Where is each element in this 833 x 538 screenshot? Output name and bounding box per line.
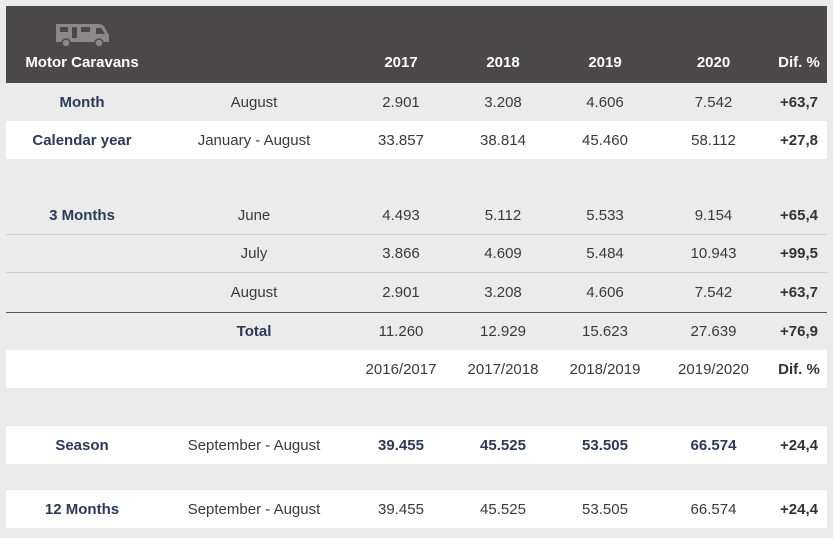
row-period: January - August xyxy=(197,131,311,149)
dif-header: Dif. % xyxy=(778,360,820,378)
table-header: Motor Caravans 2017 2018 2019 2020 Dif. … xyxy=(6,6,827,83)
table-row-june: 3 Months June 4.493 5.112 5.533 9.154 +6… xyxy=(6,197,827,235)
value-cell: 5.484 xyxy=(586,245,624,262)
season-header-row: 2016/2017 2017/2018 2018/2019 2019/2020 … xyxy=(6,350,827,388)
dif-cell: +27,8 xyxy=(780,131,818,149)
value-cell: 4.493 xyxy=(382,207,420,224)
value-cell: 39.455 xyxy=(378,436,424,454)
row-period: August xyxy=(230,93,278,111)
value-cell: 3.866 xyxy=(382,245,420,262)
total-label: Total xyxy=(236,323,272,340)
season-period-header: 2018/2019 xyxy=(569,360,641,378)
value-cell: 58.112 xyxy=(691,131,736,149)
row-label: Calendar year xyxy=(32,131,132,149)
dif-cell: +76,9 xyxy=(780,323,818,340)
dif-header: Dif. % xyxy=(778,54,820,71)
dif-cell: +99,5 xyxy=(780,245,818,262)
dif-cell: +24,4 xyxy=(780,436,818,454)
row-period: August xyxy=(230,284,278,301)
table-row-july: July 3.866 4.609 5.484 10.943 +99,5 xyxy=(6,235,827,273)
year-header: 2017 xyxy=(384,54,418,71)
value-cell: 2.901 xyxy=(382,284,420,301)
row-label: 3 Months xyxy=(49,207,115,224)
year-header: 2018 xyxy=(486,54,520,71)
row-period: September - August xyxy=(187,500,321,518)
value-cell: 15.623 xyxy=(582,323,628,340)
value-cell: 45.525 xyxy=(480,500,526,518)
value-cell: 4.606 xyxy=(586,284,624,301)
dif-cell: +63,7 xyxy=(780,284,818,301)
row-label: 12 Months xyxy=(44,500,120,518)
season-period-header: 2017/2018 xyxy=(467,360,539,378)
category-label: Motor Caravans xyxy=(25,54,139,71)
value-cell: 10.943 xyxy=(690,245,737,262)
year-header: 2019 xyxy=(588,54,622,71)
table-row-12-months: 12 Months September - August 39.455 45.5… xyxy=(6,490,827,528)
value-cell: 45.460 xyxy=(582,131,628,149)
value-cell: 66.574 xyxy=(690,500,737,518)
value-cell: 53.505 xyxy=(582,500,628,518)
dif-cell: +24,4 xyxy=(780,500,818,518)
value-cell: 3.208 xyxy=(484,93,522,111)
value-cell: 4.609 xyxy=(484,245,522,262)
table-row-month: Month August 2.901 3.208 4.606 7.542 +63… xyxy=(6,83,827,121)
value-cell: 7.542 xyxy=(694,93,733,111)
season-period-header: 2016/2017 xyxy=(365,360,437,378)
value-cell: 4.606 xyxy=(586,93,624,111)
value-cell: 45.525 xyxy=(480,436,526,454)
dif-cell: +63,7 xyxy=(780,93,818,111)
table-row-season: Season September - August 39.455 45.525 … xyxy=(6,426,827,464)
table-row-calendar-year: Calendar year January - August 33.857 38… xyxy=(6,121,827,159)
motorhome-icon xyxy=(56,24,109,48)
value-cell: 7.542 xyxy=(694,284,733,301)
value-cell: 38.814 xyxy=(480,131,526,149)
season-period-header: 2019/2020 xyxy=(678,360,749,378)
value-cell: 12.929 xyxy=(480,323,526,340)
value-cell: 5.533 xyxy=(586,207,624,224)
row-period: September - August xyxy=(187,436,321,454)
dif-cell: +65,4 xyxy=(780,207,818,224)
value-cell: 66.574 xyxy=(690,436,737,454)
year-header: 2020 xyxy=(696,54,731,71)
table-row-total: Total 11.260 12.929 15.623 27.639 +76,9 xyxy=(6,313,827,350)
value-cell: 39.455 xyxy=(378,500,424,518)
row-label: Month xyxy=(59,93,105,111)
value-cell: 33.857 xyxy=(378,131,424,149)
table-row-august: August 2.901 3.208 4.606 7.542 +63,7 xyxy=(6,273,827,313)
value-cell: 53.505 xyxy=(582,436,628,454)
value-cell: 5.112 xyxy=(484,207,522,224)
row-period: July xyxy=(240,245,268,262)
value-cell: 27.639 xyxy=(690,323,737,340)
value-cell: 3.208 xyxy=(484,284,522,301)
value-cell: 2.901 xyxy=(382,93,420,111)
value-cell: 11.260 xyxy=(378,323,424,340)
value-cell: 9.154 xyxy=(694,207,733,224)
row-period: June xyxy=(237,207,271,224)
row-label: Season xyxy=(55,436,109,454)
